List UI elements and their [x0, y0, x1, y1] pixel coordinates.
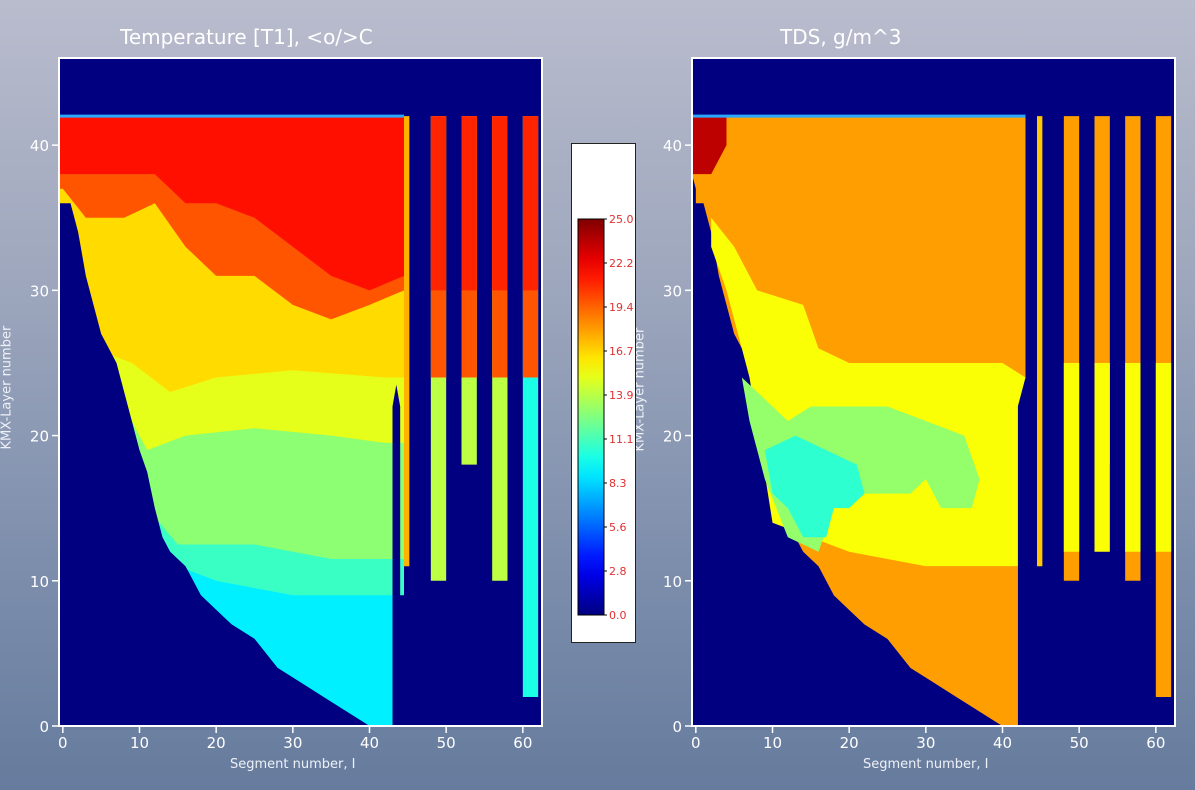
temperature-xtick-label: 60	[513, 734, 532, 752]
tds-strip-dam	[1037, 116, 1043, 567]
temp-dam-gap	[392, 384, 401, 726]
temperature-field	[59, 114, 539, 726]
tds-plot-title: TDS, g/m^3	[780, 25, 902, 49]
tds-trib-mid	[1125, 362, 1141, 552]
tds-xtick-label: 30	[916, 734, 935, 752]
tds-ytick-label: 20	[663, 428, 682, 446]
tds-xtick-label: 50	[1070, 734, 1089, 752]
tds-ytick-label: 30	[663, 282, 682, 300]
temperature-ytick-label: 30	[30, 282, 49, 300]
colorbar-tick-label: 13.9	[609, 389, 634, 402]
temp-trib-surface	[430, 116, 447, 291]
temperature-xtick-label: 40	[360, 734, 379, 752]
colorbar-tick-label: 2.8	[609, 565, 627, 578]
tds-trib-mid	[1155, 362, 1172, 552]
temperature-xtick-label: 10	[130, 734, 149, 752]
tds-xtick-label: 60	[1146, 734, 1165, 752]
temperature-ytick-label: 40	[30, 137, 49, 155]
colorbar-tick-label: 5.6	[609, 521, 627, 534]
colorbar-tick-label: 8.3	[609, 477, 627, 490]
tds-zone-hot	[692, 116, 727, 175]
temperature-xtick-label: 0	[58, 734, 68, 752]
temp-trib-surface	[522, 116, 539, 291]
tds-ytick-label: 40	[663, 137, 682, 155]
colorbar: 25.0 22.2 19.4 16.7 13.9 11.1 8.3 5.6 2.8 0.0	[577, 213, 634, 622]
tds-field	[692, 114, 1172, 726]
colorbar-panel: 25.0 22.2 19.4 16.7 13.9 11.1 8.3 5.6 2.8 0.0	[571, 143, 636, 643]
temp-trib-surface	[492, 116, 508, 291]
tds-zone-lower	[826, 551, 1018, 726]
temp-zone-surface	[59, 116, 404, 291]
tds-trib-mid	[1094, 362, 1110, 552]
temperature-xtick-label: 30	[283, 734, 302, 752]
temp-strip-dam	[404, 116, 410, 567]
tds-xtick-label: 20	[840, 734, 859, 752]
colorbar-tick-label: 25.0	[609, 213, 634, 226]
temperature-ytick-label: 0	[39, 718, 49, 736]
temp-bed-mask	[59, 203, 393, 726]
colorbar-gradient	[577, 218, 605, 616]
tds-xtick-label: 0	[691, 734, 701, 752]
temperature-ylabel: KMX-Layer number	[0, 325, 15, 450]
temperature-plot-title: Temperature [T1], <o/>C	[120, 25, 373, 49]
colorbar-tick-label: 0.0	[609, 609, 627, 622]
tds-ytick-label: 10	[663, 573, 682, 591]
colorbar-tick-label: 11.1	[609, 433, 634, 446]
temperature-frame	[58, 57, 543, 727]
temperature-xtick-label: 20	[207, 734, 226, 752]
tds-xlabel: Segment number, I	[863, 757, 989, 772]
colorbar-tick-label: 22.2	[609, 257, 634, 270]
temperature-ytick-label: 20	[30, 428, 49, 446]
temperature-heatmap: 0 10 20 30 40 50 60 0 10 20 30 40	[30, 57, 543, 752]
temperature-ytick-label: 10	[30, 573, 49, 591]
tds-frame	[691, 57, 1176, 727]
temperature-xlabel: Segment number, I	[230, 757, 356, 772]
tds-trib-mid	[1063, 362, 1080, 552]
tds-xtick-label: 40	[993, 734, 1012, 752]
temp-trib-surface	[461, 116, 477, 291]
colorbar-tick-label: 16.7	[609, 345, 634, 358]
tds-zone-low	[764, 435, 865, 538]
colorbar-tick-label: 19.4	[609, 301, 634, 314]
tds-xtick-label: 10	[763, 734, 782, 752]
tds-heatmap: 0 10 20 30 40 50 60 0 10 20 30 40	[663, 57, 1176, 752]
temperature-xtick-label: 50	[437, 734, 456, 752]
tds-ytick-label: 0	[672, 718, 682, 736]
